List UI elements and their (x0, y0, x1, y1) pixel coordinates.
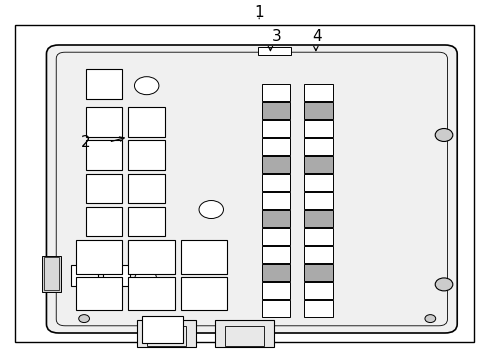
Bar (181, 277, 227, 310)
Bar (304, 264, 332, 281)
Bar (261, 174, 289, 191)
Bar (261, 138, 289, 155)
Bar (258, 47, 291, 55)
Bar (76, 277, 122, 310)
Bar (261, 102, 289, 119)
Circle shape (424, 315, 435, 323)
Bar (128, 277, 174, 310)
Bar (304, 156, 332, 173)
Bar (304, 192, 332, 209)
Text: 2: 2 (81, 135, 90, 150)
Bar (181, 240, 227, 274)
Bar (71, 265, 98, 286)
Circle shape (434, 278, 452, 291)
Bar (128, 241, 164, 271)
Bar (137, 320, 195, 347)
Bar (44, 257, 59, 290)
Bar (304, 138, 332, 155)
FancyBboxPatch shape (56, 52, 447, 326)
Bar (128, 140, 164, 170)
Bar (224, 326, 264, 346)
Bar (128, 207, 164, 236)
Circle shape (135, 270, 156, 286)
Bar (146, 326, 185, 346)
Bar (128, 107, 164, 137)
Bar (85, 107, 122, 137)
Bar (128, 240, 174, 274)
Text: 1: 1 (254, 5, 264, 20)
Text: 3: 3 (271, 28, 281, 44)
Text: 4: 4 (311, 28, 321, 44)
Bar (85, 140, 122, 170)
Bar (261, 156, 289, 173)
Bar (304, 282, 332, 299)
Bar (261, 264, 289, 281)
Bar (261, 84, 289, 101)
Bar (102, 265, 129, 286)
Bar (142, 316, 183, 343)
Bar (304, 300, 332, 317)
Bar (304, 246, 332, 263)
Bar (215, 320, 273, 347)
Bar (261, 120, 289, 137)
Bar (261, 192, 289, 209)
Bar (261, 282, 289, 299)
Bar (41, 256, 61, 292)
Bar (261, 210, 289, 227)
Bar (128, 174, 164, 203)
Bar (261, 300, 289, 317)
Bar (76, 240, 122, 274)
Circle shape (434, 129, 452, 141)
Circle shape (134, 77, 159, 95)
Bar (261, 228, 289, 245)
Bar (304, 120, 332, 137)
Bar (85, 69, 122, 99)
FancyBboxPatch shape (46, 45, 456, 333)
Bar (85, 174, 122, 203)
Bar (304, 102, 332, 119)
Bar (304, 210, 332, 227)
Circle shape (79, 315, 89, 323)
Bar (304, 84, 332, 101)
Bar (304, 174, 332, 191)
Bar (261, 246, 289, 263)
Bar (304, 228, 332, 245)
Bar (85, 207, 122, 236)
Bar (15, 25, 473, 342)
Circle shape (199, 201, 223, 219)
